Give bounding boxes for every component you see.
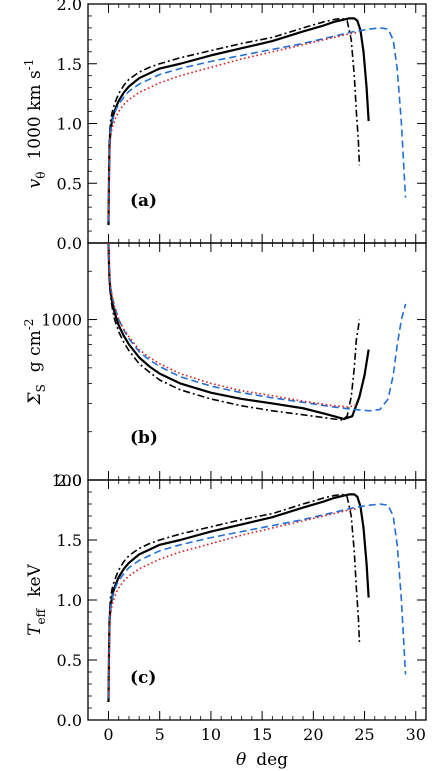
y-axis-unit: keV — [25, 563, 45, 596]
x-tick-label: 5 — [155, 725, 165, 744]
x-axis-unit: deg — [256, 750, 288, 770]
y-axis-symbol: v — [25, 178, 45, 188]
panel-2: 100 1000 (b) ΣSg cm-2 — [22, 242, 427, 490]
x-tick-label: 0 — [103, 725, 113, 744]
y-axis-superscript: -2 — [22, 319, 36, 331]
y-axis-label: ΣSg cm-2 — [22, 319, 48, 406]
y-tick-label: 1.5 — [57, 531, 82, 550]
panel-label: (c) — [130, 668, 156, 688]
y-axis-unit: 1000 km s — [25, 70, 45, 159]
y-axis-subscript: eff — [34, 607, 48, 624]
panel-label: (a) — [130, 191, 157, 211]
y-tick-label: 1.0 — [57, 115, 82, 134]
y-tick-label: 2.0 — [57, 0, 82, 14]
panel-1: 0.0 0.5 1.0 1.5 2.0 (a) vθ 1000 km s-1 — [22, 0, 427, 253]
series-line-dashdot — [107, 17, 361, 222]
series-line-solid — [107, 243, 370, 421]
y-tick-label: 1.0 — [57, 591, 82, 610]
series-line-dotted — [107, 31, 357, 220]
panel-label: (b) — [130, 428, 158, 448]
y-axis-superscript: -1 — [22, 59, 36, 71]
y-tick-label: 1000 — [41, 311, 82, 330]
y-tick-label: 0.0 — [57, 234, 82, 253]
x-axis-symbol: θ — [236, 750, 246, 770]
y-axis-symbol: T — [25, 623, 45, 636]
series-line-dashed — [107, 243, 407, 412]
y-axis-label: Teff keV — [25, 563, 48, 635]
series-line-dashed — [107, 503, 407, 699]
x-tick-label: 25 — [354, 725, 374, 744]
series-line-dashdot — [107, 493, 361, 699]
y-tick-label: 0.5 — [57, 174, 82, 193]
y-axis-unit: g cm — [25, 330, 45, 372]
series-line-dotted — [107, 243, 357, 408]
series-line-dashed — [107, 27, 407, 222]
y-tick-label: 0.5 — [57, 651, 82, 670]
y-tick-label: 0.0 — [57, 711, 82, 730]
y-axis-label: vθ 1000 km s-1 — [22, 59, 48, 189]
y-axis-subscript: S — [34, 384, 48, 392]
y-axis-symbol: Σ — [25, 391, 45, 405]
panel-3: 0 5 10 15 20 25 30 0.0 0.5 1.0 1.5 2.0 (c) Teff keV — [25, 471, 427, 744]
series-line-dotted — [107, 508, 357, 697]
x-tick-label: 15 — [252, 725, 272, 744]
x-axis-label: θ deg — [236, 750, 288, 770]
x-tick-label: 20 — [303, 725, 323, 744]
y-tick-label: 1.5 — [57, 55, 82, 74]
panels-group: 0.00.51.01.52.0(a)vθ1000 km s-11001000(b… — [22, 0, 427, 744]
y-axis-subscript: θ — [34, 172, 48, 179]
x-tick-label: 10 — [201, 725, 221, 744]
x-tick-label: 30 — [406, 725, 426, 744]
y-tick-label: 100 — [51, 471, 82, 490]
series-line-dashdot — [107, 243, 361, 421]
y-tick-label: 2.0 — [57, 471, 82, 490]
